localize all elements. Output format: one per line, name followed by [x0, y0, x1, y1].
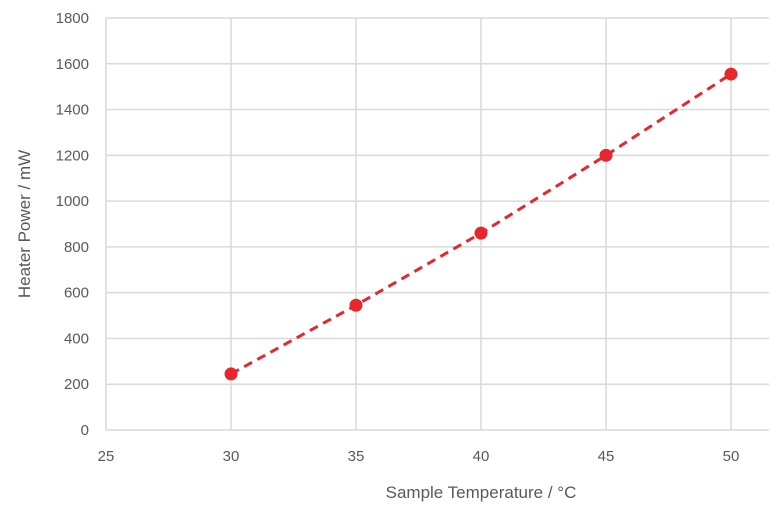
y-tick-label: 800 — [64, 239, 89, 256]
y-tick-label: 200 — [64, 376, 89, 393]
x-tick-label: 35 — [348, 448, 365, 465]
series — [224, 67, 738, 381]
data-point — [724, 67, 738, 81]
y-tick-label: 0 — [81, 422, 89, 439]
x-tick-label: 25 — [98, 448, 115, 465]
x-tick-label: 45 — [598, 448, 615, 465]
y-tick-label: 1000 — [56, 193, 89, 210]
data-point — [599, 148, 613, 162]
y-tick-label: 400 — [64, 330, 89, 347]
y-tick-label: 1400 — [56, 102, 89, 119]
gridlines — [105, 17, 769, 431]
data-point — [349, 298, 363, 312]
y-tick-labels: 0 200 400 600 800 1000 1200 1400 1600 1800 — [56, 10, 89, 439]
y-tick-label: 1600 — [56, 56, 89, 73]
y-tick-label: 600 — [64, 285, 89, 302]
x-axis-title: Sample Temperature / °C — [386, 483, 577, 502]
x-tick-label: 30 — [223, 448, 240, 465]
data-point — [224, 367, 238, 381]
x-tick-labels: 25 30 35 40 45 50 — [98, 448, 740, 465]
y-tick-label: 1200 — [56, 147, 89, 164]
y-tick-label: 1800 — [56, 10, 89, 27]
x-tick-label: 50 — [723, 448, 740, 465]
data-point — [474, 226, 488, 240]
x-tick-label: 40 — [473, 448, 490, 465]
y-axis-title: Heater Power / mW — [15, 150, 34, 298]
